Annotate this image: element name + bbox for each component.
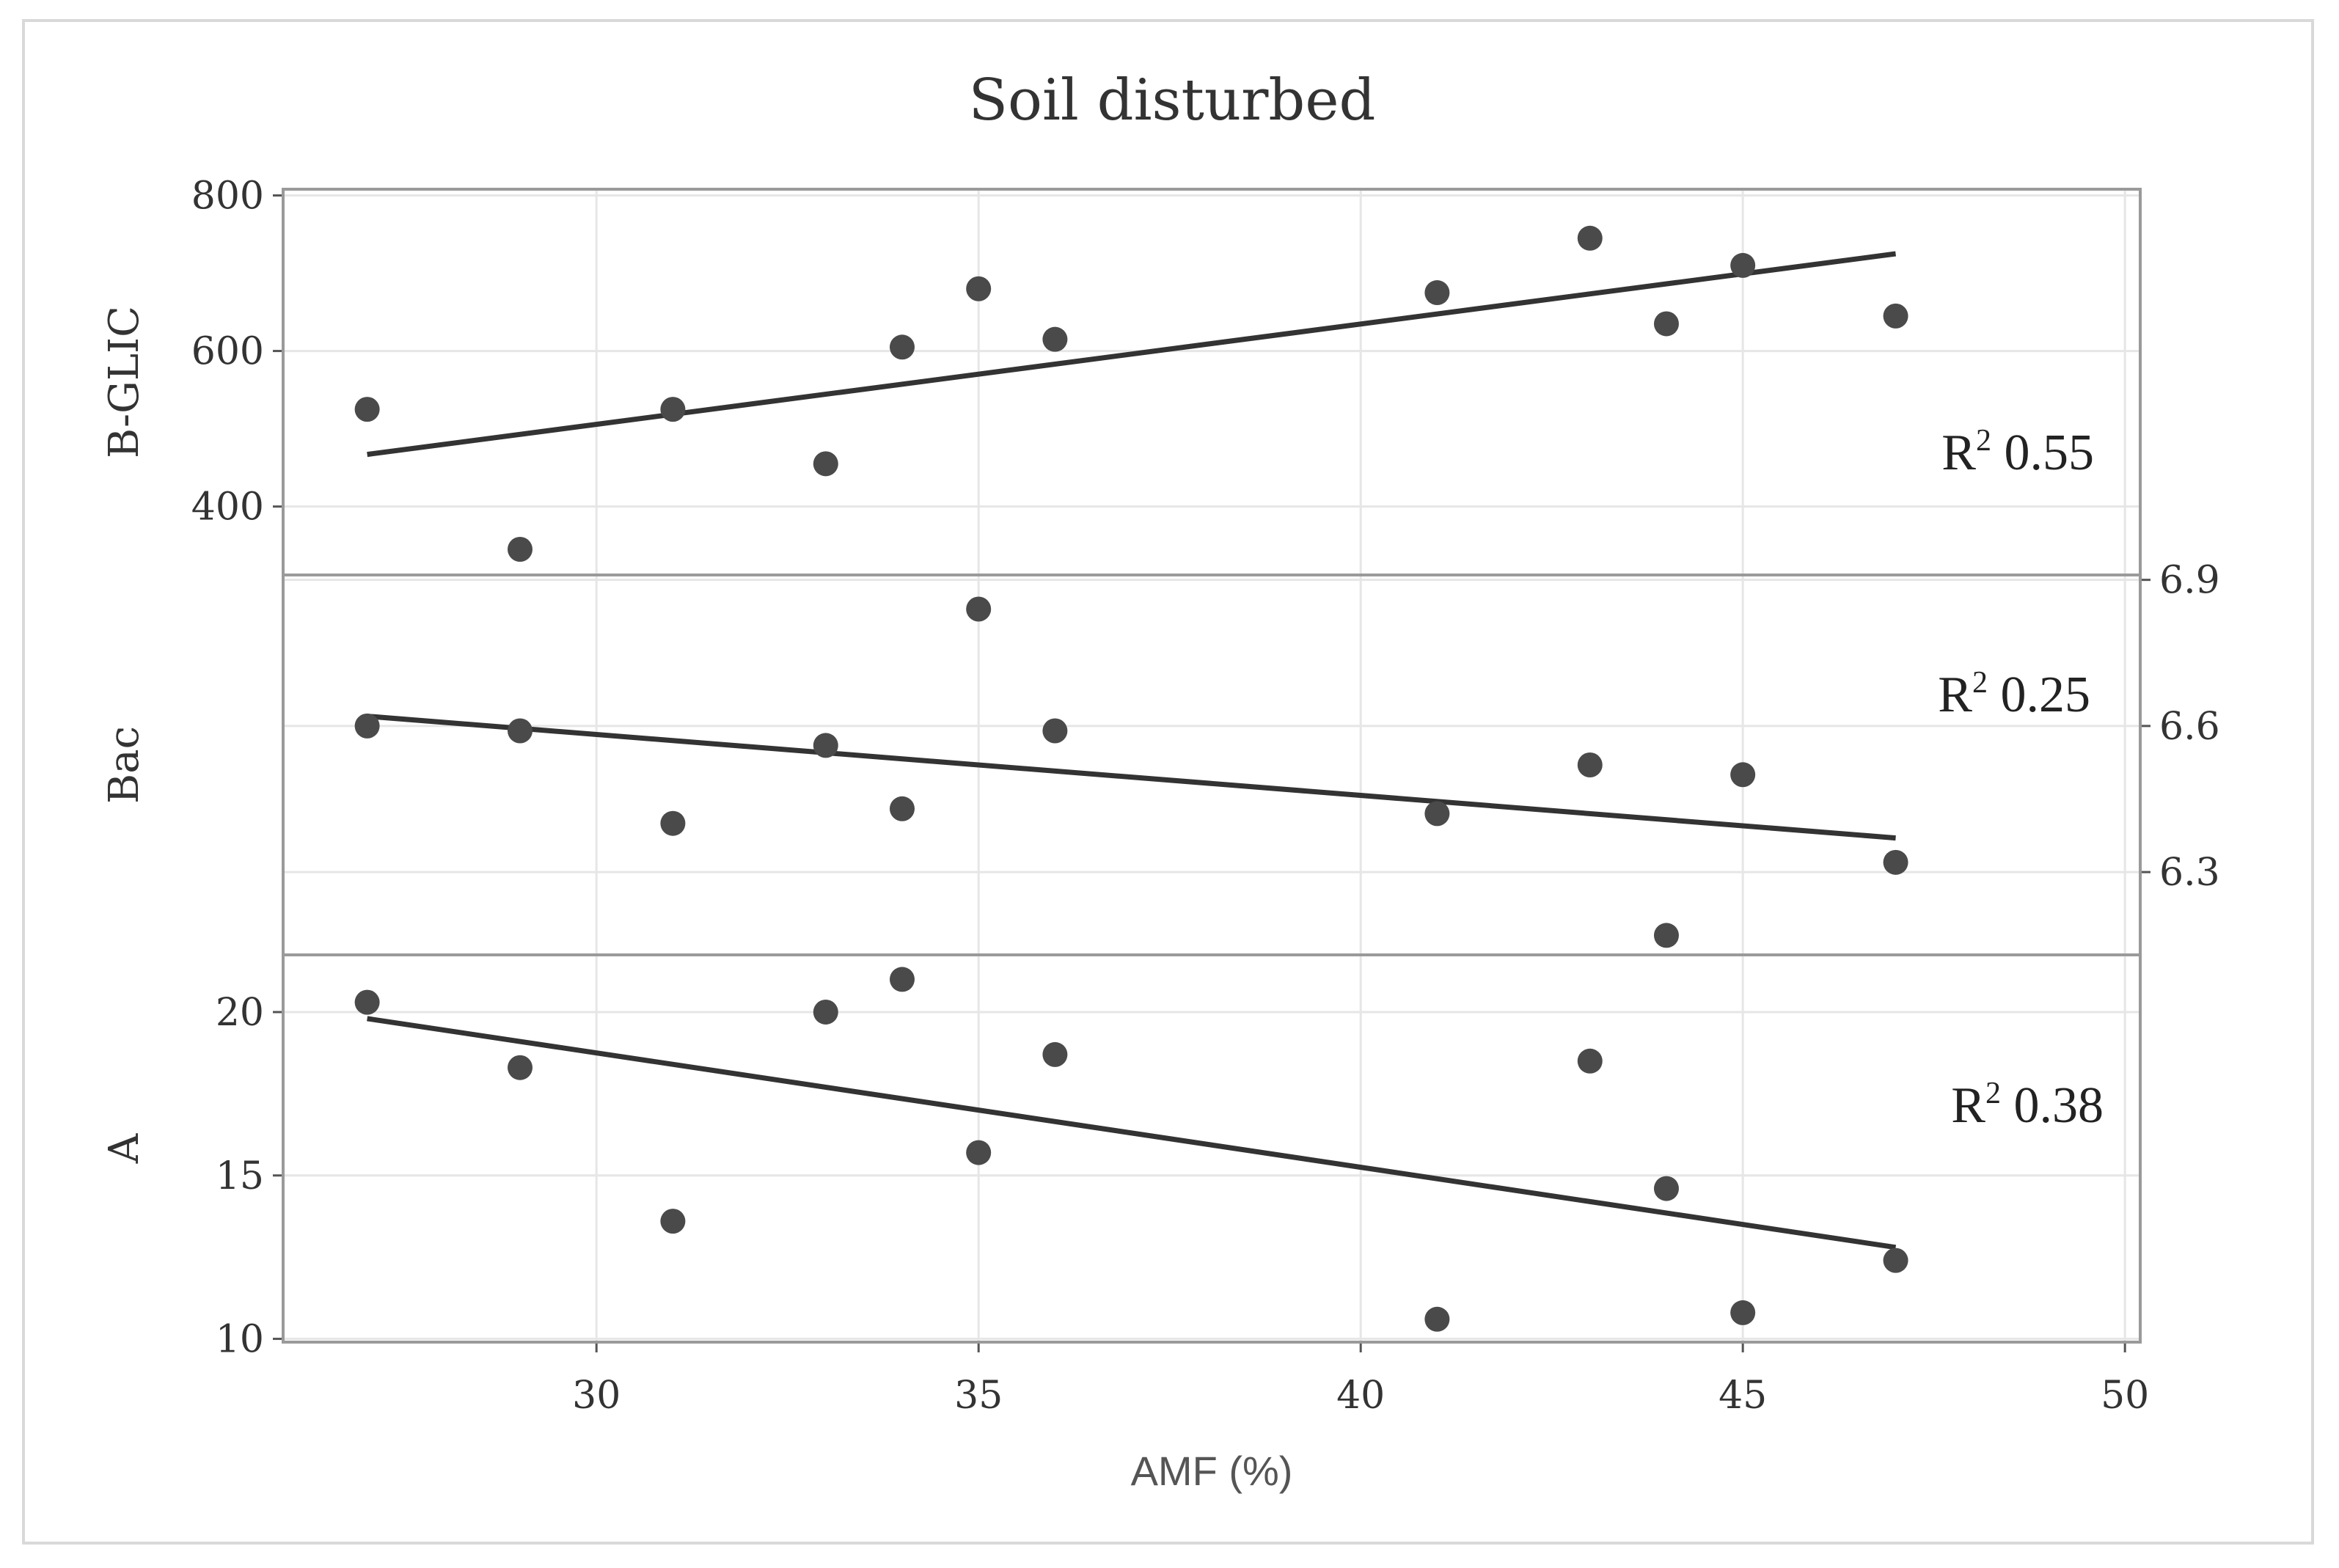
data-point	[660, 1209, 686, 1234]
data-point	[508, 718, 533, 744]
x-tick-label: 45	[1718, 1374, 1767, 1418]
data-point	[660, 810, 686, 836]
regression-line	[367, 1016, 1897, 1250]
panel-a: 10 15 20 A R2 0.38	[100, 953, 2142, 1362]
data-point	[966, 276, 992, 301]
data-point	[1653, 311, 1679, 337]
y-tick-label: 6.3	[2159, 851, 2220, 895]
regression-line	[367, 251, 1897, 458]
data-point	[813, 733, 838, 758]
data-point	[354, 989, 380, 1015]
data-point	[890, 796, 915, 821]
x-axis-label: AMF (%)	[1131, 1448, 1293, 1494]
data-point	[966, 596, 992, 622]
data-point	[660, 397, 686, 422]
x-tick-label: 35	[954, 1374, 1003, 1418]
data-point	[1577, 1048, 1603, 1074]
y-axis-label: Bac	[100, 726, 148, 804]
data-point	[1577, 752, 1603, 777]
data-point	[354, 397, 380, 422]
y-tick-label: 6.6	[2159, 705, 2220, 749]
data-point	[1730, 252, 1756, 278]
data-point	[1577, 225, 1603, 251]
data-point	[890, 967, 915, 992]
data-point	[1883, 849, 1908, 875]
y-tick-label: 20	[216, 991, 264, 1035]
y-tick-label: 10	[216, 1318, 264, 1362]
data-point	[1653, 1176, 1679, 1201]
data-point	[1042, 718, 1068, 744]
data-point	[1730, 1300, 1756, 1325]
data-point	[1424, 801, 1450, 827]
r-squared-label: R2 0.38	[1951, 1077, 2104, 1134]
data-point	[508, 537, 533, 563]
figure-frame	[22, 19, 2314, 1545]
data-point	[1424, 280, 1450, 306]
data-point	[1042, 326, 1068, 352]
data-point	[354, 713, 380, 739]
data-point	[813, 999, 838, 1025]
panel-frame	[282, 574, 2142, 956]
panel-frame	[282, 953, 2142, 1344]
data-point	[966, 1140, 992, 1165]
x-tick-label: 40	[1336, 1374, 1385, 1418]
panel-frame	[282, 188, 2142, 576]
data-point	[1883, 1248, 1908, 1273]
y-axis-label: A	[100, 1133, 148, 1164]
r-squared-label: R2 0.55	[1941, 424, 2094, 481]
data-point	[1424, 1306, 1450, 1332]
y-tick-label: 600	[191, 330, 264, 374]
data-point	[508, 1055, 533, 1080]
y-tick-label: 800	[191, 174, 264, 218]
x-tick-label: 50	[2101, 1374, 2149, 1418]
r-squared-label: R2 0.25	[1938, 666, 2090, 723]
data-point	[813, 451, 838, 477]
x-tick-label: 30	[572, 1374, 621, 1418]
y-axis-label: B-GLIC	[100, 306, 148, 458]
y-tick-label: 6.9	[2159, 559, 2220, 603]
y-tick-label: 15	[216, 1154, 264, 1198]
panel-bac: 6.3 6.6 6.9 Bac R2 0.25	[100, 559, 2220, 956]
panel-b-glic: 400 600 800 B-GLIC R2 0.55	[100, 174, 2142, 576]
y-tick-label: 400	[191, 486, 264, 530]
chart-title: Soil disturbed	[969, 67, 1376, 133]
data-point	[1042, 1041, 1068, 1067]
regression-line	[367, 714, 1896, 841]
data-point	[1730, 762, 1756, 788]
data-point	[890, 334, 915, 360]
data-point	[1883, 303, 1908, 329]
data-point	[1653, 923, 1679, 948]
